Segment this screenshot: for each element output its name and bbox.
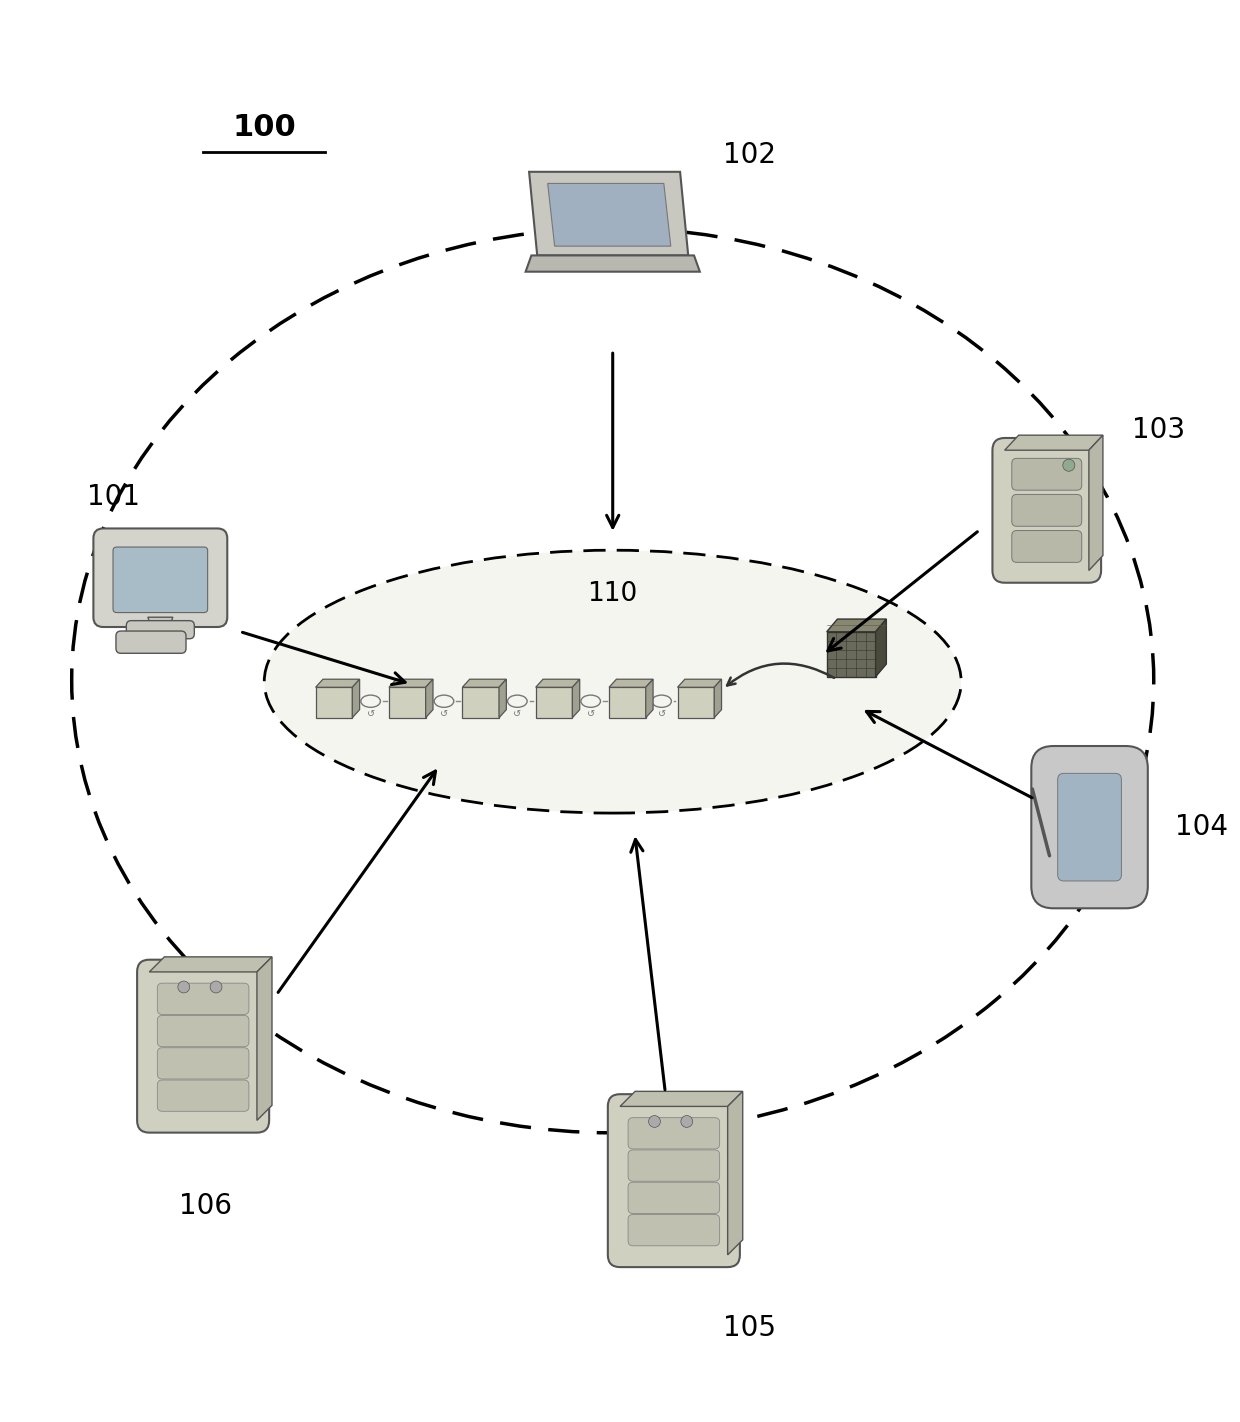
Polygon shape [646,680,653,718]
Text: 100: 100 [232,114,296,142]
Polygon shape [463,687,498,718]
Polygon shape [352,680,360,718]
Text: ↺: ↺ [367,708,374,718]
Text: 104: 104 [1176,813,1228,842]
Polygon shape [827,619,887,631]
FancyBboxPatch shape [992,438,1101,583]
Circle shape [681,1115,693,1128]
Polygon shape [148,617,172,630]
FancyBboxPatch shape [126,620,195,638]
Polygon shape [875,619,887,677]
Polygon shape [536,680,580,687]
Polygon shape [149,957,272,971]
Circle shape [649,1115,661,1128]
FancyBboxPatch shape [608,1094,740,1267]
Polygon shape [677,680,722,687]
Polygon shape [316,680,360,687]
Text: ↺: ↺ [657,708,666,718]
Polygon shape [257,957,272,1121]
Circle shape [177,981,190,993]
FancyBboxPatch shape [629,1182,719,1213]
Polygon shape [526,256,699,272]
Polygon shape [389,687,425,718]
FancyBboxPatch shape [138,960,269,1132]
Polygon shape [714,680,722,718]
FancyBboxPatch shape [1012,530,1081,562]
FancyBboxPatch shape [93,529,227,627]
Polygon shape [536,687,573,718]
Text: 102: 102 [723,141,776,169]
FancyBboxPatch shape [157,983,249,1014]
FancyBboxPatch shape [629,1118,719,1149]
Polygon shape [827,631,875,677]
Polygon shape [425,680,433,718]
Polygon shape [498,680,506,718]
Polygon shape [609,680,653,687]
FancyBboxPatch shape [157,1079,249,1112]
FancyBboxPatch shape [629,1150,719,1182]
Polygon shape [389,680,433,687]
Circle shape [1063,459,1075,471]
FancyBboxPatch shape [1032,747,1148,909]
Text: 103: 103 [1132,415,1185,444]
FancyBboxPatch shape [629,1214,719,1246]
FancyBboxPatch shape [117,631,186,653]
Text: 105: 105 [723,1314,776,1342]
Text: 106: 106 [179,1192,232,1220]
Text: 101: 101 [87,483,140,510]
Polygon shape [548,183,671,246]
Polygon shape [573,680,580,718]
FancyBboxPatch shape [1012,495,1081,526]
Polygon shape [463,680,506,687]
FancyBboxPatch shape [1012,458,1081,491]
Text: ↺: ↺ [440,708,448,718]
Polygon shape [1004,435,1102,451]
Polygon shape [316,687,352,718]
Polygon shape [609,687,646,718]
Polygon shape [677,687,714,718]
FancyBboxPatch shape [157,1015,249,1047]
Text: ↺: ↺ [513,708,521,718]
Polygon shape [1089,435,1102,570]
Polygon shape [620,1091,743,1106]
Polygon shape [529,172,688,256]
FancyBboxPatch shape [157,1048,249,1079]
Text: 110: 110 [588,582,637,607]
Polygon shape [728,1091,743,1254]
Ellipse shape [264,550,961,813]
Circle shape [210,981,222,993]
FancyBboxPatch shape [113,547,207,613]
FancyBboxPatch shape [1058,774,1121,882]
Text: ↺: ↺ [587,708,595,718]
